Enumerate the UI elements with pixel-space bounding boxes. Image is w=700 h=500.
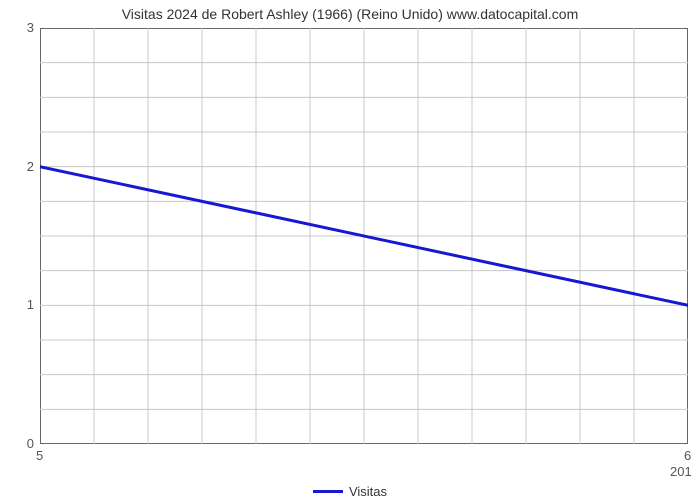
y-tick-label: 0 — [27, 436, 34, 451]
x-tick-label: 5 — [36, 448, 43, 463]
legend-label: Visitas — [349, 484, 387, 499]
chart-plot — [40, 28, 688, 444]
chart-title: Visitas 2024 de Robert Ashley (1966) (Re… — [0, 6, 700, 22]
x-axis-subtitle: 201 — [670, 464, 692, 479]
chart-legend: Visitas — [0, 484, 700, 499]
chart-container: { "chart": { "type": "line", "title": "V… — [0, 0, 700, 500]
x-tick-label: 6 — [684, 448, 691, 463]
y-tick-label: 3 — [27, 20, 34, 35]
y-tick-label: 2 — [27, 159, 34, 174]
legend-line-icon — [313, 490, 343, 493]
y-tick-label: 1 — [27, 297, 34, 312]
